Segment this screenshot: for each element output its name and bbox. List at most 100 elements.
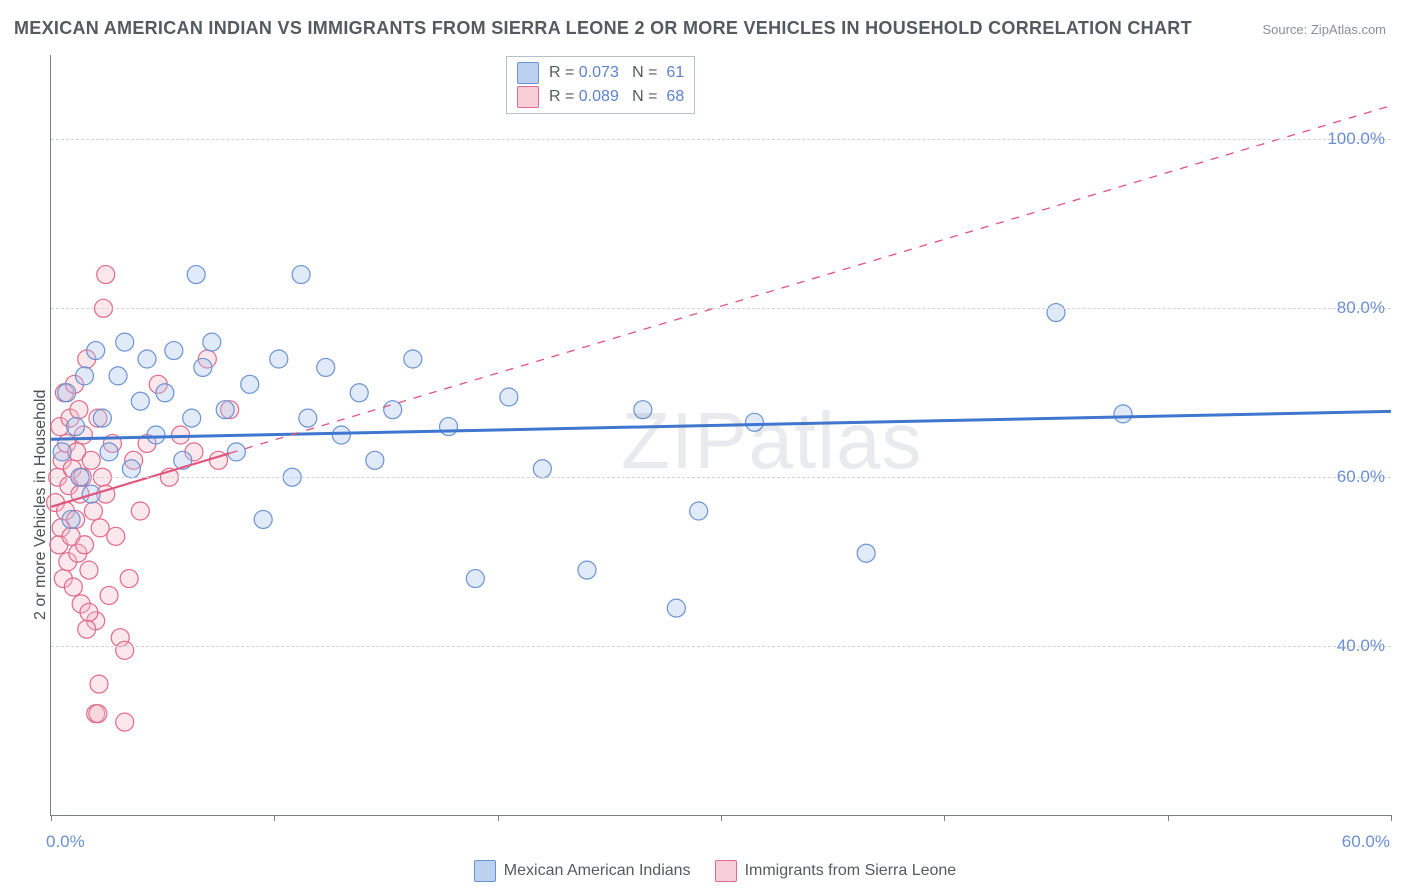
stat-n-value: 68 [666,88,684,105]
legend-swatch-icon [474,860,496,882]
data-point [82,451,100,469]
data-point [667,599,685,617]
data-point [857,544,875,562]
data-point [138,350,156,368]
legend-swatch-icon [715,860,737,882]
scatter-svg [51,55,1391,815]
data-point [93,409,111,427]
data-point [194,358,212,376]
stats-row: R = 0.089 N = 68 [517,85,684,109]
gridline [51,308,1391,309]
data-point [746,413,764,431]
stat-n-value: 61 [666,64,684,81]
data-point [404,350,422,368]
data-point [87,342,105,360]
data-point [216,401,234,419]
data-point [76,536,94,554]
data-point [1114,405,1132,423]
data-point [90,675,108,693]
stat-r-label: R = [549,88,579,105]
gridline [51,646,1391,647]
legend-series-label: Mexican American Indians [504,862,691,879]
data-point [131,392,149,410]
data-point [241,375,259,393]
x-tick [1168,815,1169,821]
data-point [292,266,310,284]
data-point [1047,304,1065,322]
x-tick [944,815,945,821]
data-point [183,409,201,427]
data-point [116,641,134,659]
data-point [440,418,458,436]
data-point [109,367,127,385]
data-point [384,401,402,419]
y-axis-title: 2 or more Vehicles in Household [32,390,50,620]
data-point [76,367,94,385]
data-point [131,502,149,520]
data-point [122,460,140,478]
trend-line-solid [51,411,1391,439]
data-point [254,510,272,528]
source-attribution: Source: ZipAtlas.com [1262,22,1386,37]
x-tick [51,815,52,821]
data-point [107,527,125,545]
stat-n-label: N = [619,64,667,81]
y-tick-label: 80.0% [1337,298,1385,318]
data-point [70,401,88,419]
data-point [97,266,115,284]
data-point [500,388,518,406]
data-point [165,342,183,360]
data-point [58,384,76,402]
data-point [67,418,85,436]
data-point [100,443,118,461]
data-point [332,426,350,444]
data-point [187,266,205,284]
data-point [116,713,134,731]
x-tick [274,815,275,821]
data-point [80,603,98,621]
data-point [120,570,138,588]
legend-series-label: Immigrants from Sierra Leone [745,862,957,879]
data-point [690,502,708,520]
data-point [89,705,107,723]
data-point [156,384,174,402]
gridline [51,139,1391,140]
data-point [317,358,335,376]
y-tick-label: 40.0% [1337,636,1385,656]
x-tick [721,815,722,821]
data-point [78,620,96,638]
stats-legend-box: R = 0.073 N = 61R = 0.089 N = 68 [506,56,695,114]
legend-swatch-icon [517,62,539,84]
data-point [578,561,596,579]
stat-r-value: 0.073 [579,64,619,81]
trend-line-dashed [230,106,1391,454]
data-point [64,578,82,596]
data-point [116,333,134,351]
x-axis-label-max: 60.0% [1342,832,1390,852]
data-point [299,409,317,427]
data-point [634,401,652,419]
x-axis-label-min: 0.0% [46,832,85,852]
bottom-series-legend: Mexican American Indians Immigrants from … [0,860,1406,882]
plot-area: ZIPatlas 40.0%60.0%80.0%100.0% R = 0.073… [50,55,1391,816]
data-point [62,510,80,528]
y-tick-label: 100.0% [1327,129,1385,149]
y-tick-label: 60.0% [1337,467,1385,487]
chart-title: MEXICAN AMERICAN INDIAN VS IMMIGRANTS FR… [14,18,1192,39]
x-tick [498,815,499,821]
data-point [84,502,102,520]
data-point [100,586,118,604]
data-point [533,460,551,478]
x-tick [1391,815,1392,821]
data-point [350,384,368,402]
legend-swatch-icon [517,86,539,108]
data-point [147,426,165,444]
data-point [270,350,288,368]
stat-r-label: R = [549,64,579,81]
data-point [80,561,98,579]
data-point [466,570,484,588]
stat-n-label: N = [619,88,667,105]
data-point [203,333,221,351]
stats-row: R = 0.073 N = 61 [517,61,684,85]
gridline [51,477,1391,478]
